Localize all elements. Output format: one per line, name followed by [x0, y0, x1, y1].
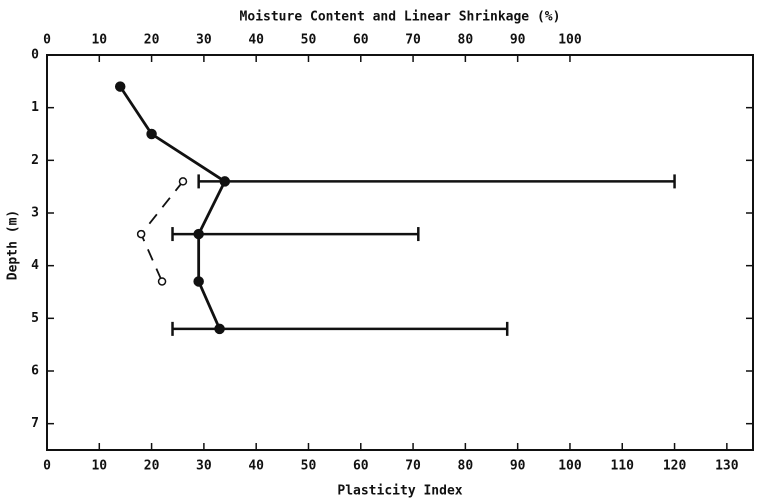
series-line	[119, 85, 227, 330]
x2-tick-label: 40	[248, 33, 264, 48]
y-tick-label: 3	[31, 206, 39, 221]
x-tick-label: 120	[663, 459, 687, 474]
data-point	[178, 177, 188, 186]
x2-tick-label: 10	[91, 33, 107, 48]
x-tick-label: 110	[611, 459, 635, 474]
x-tick-label: 50	[301, 459, 317, 474]
x2-tick-label: 0	[43, 33, 51, 48]
x-axis-label: Plasticity Index	[337, 484, 462, 499]
data-point	[193, 276, 204, 287]
y-tick-label: 1	[31, 100, 39, 115]
x2-tick-label: 60	[353, 33, 369, 48]
x2-tick-label: 20	[144, 33, 160, 48]
x2-tick-label: 90	[510, 33, 526, 48]
x-tick-label: 40	[248, 459, 264, 474]
data-point	[114, 81, 126, 92]
x-tick-label: 30	[196, 459, 212, 474]
x-tick-label: 100	[558, 459, 582, 474]
data-point	[219, 176, 231, 187]
x2-tick-label: 50	[301, 33, 317, 48]
y-tick-label: 7	[31, 416, 39, 431]
x-tick-label: 80	[458, 459, 474, 474]
plot-frame	[46, 54, 754, 451]
x-tick-label: 0	[43, 459, 51, 474]
x-tick-label: 60	[353, 459, 369, 474]
y-tick-label: 0	[31, 48, 39, 63]
data-point	[136, 229, 146, 239]
y-tick-label: 5	[31, 311, 39, 326]
y-tick-label: 6	[31, 364, 39, 379]
y-axis-label: Depth (m)	[6, 210, 21, 280]
series-line	[140, 180, 184, 282]
data-point	[193, 228, 204, 240]
x2-tick-label: 80	[458, 33, 474, 48]
data-point	[214, 323, 225, 335]
x2-tick-label: 30	[196, 33, 212, 48]
y-tick-label: 4	[31, 258, 39, 273]
x-tick-label: 10	[91, 459, 107, 474]
x-tick-label: 90	[510, 459, 526, 474]
x-tick-label: 20	[144, 459, 160, 474]
x-tick-label: 130	[715, 459, 739, 474]
x2-tick-label: 70	[405, 33, 421, 48]
x-tick-label: 70	[405, 459, 421, 474]
data-point	[157, 277, 167, 286]
x2-tick-label: 100	[558, 33, 582, 48]
data-point	[146, 128, 157, 140]
chart-title: Moisture Content and Linear Shrinkage (%…	[240, 10, 561, 25]
y-tick-label: 2	[31, 153, 39, 168]
